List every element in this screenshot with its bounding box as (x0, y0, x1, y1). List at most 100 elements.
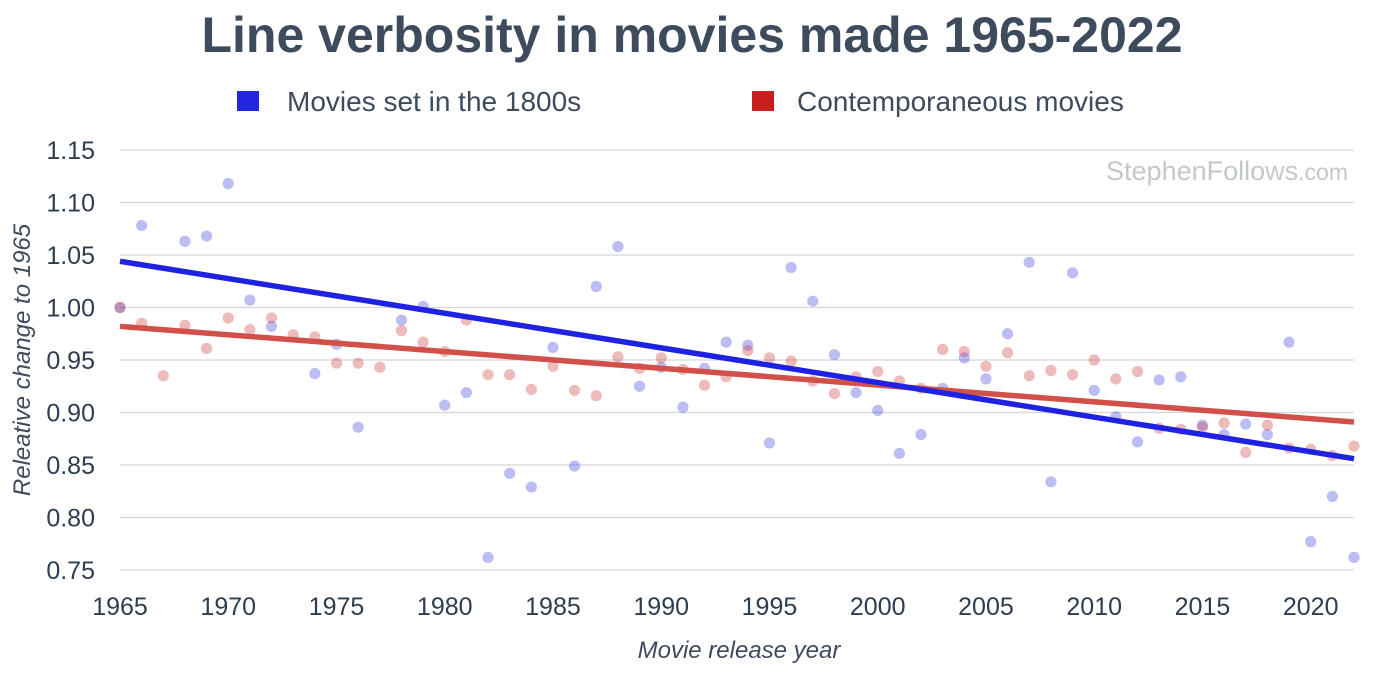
point-1800s (1348, 551, 1360, 564)
point-1800s (460, 386, 472, 399)
x-axis-label: Movie release year (638, 637, 842, 664)
point-1800s (569, 460, 581, 472)
point-contemporaneous (222, 312, 234, 324)
point-1800s (525, 481, 537, 493)
legend: Movies set in the 1800s Contemporaneous … (237, 86, 1124, 117)
point-1800s (807, 295, 819, 307)
point-1800s (1196, 419, 1209, 431)
x-tick-label: 1975 (309, 593, 365, 621)
point-1800s (547, 341, 559, 353)
point-contemporaneous (1131, 365, 1144, 378)
point-1800s (1261, 428, 1274, 441)
x-tick-label: 2015 (1175, 593, 1231, 621)
point-1800s (352, 421, 364, 433)
point-contemporaneous (1066, 369, 1079, 381)
y-axis-ticks: 0.75 0.80 0.85 0.90 0.95 1.00 1.05 1.10 1.15 (46, 137, 95, 585)
point-1800s (1283, 336, 1295, 348)
point-1800s (742, 339, 754, 351)
point-contemporaneous (828, 388, 841, 400)
point-1800s (309, 368, 321, 380)
point-1800s (1023, 256, 1035, 268)
point-1800s (958, 352, 970, 364)
point-contemporaneous (417, 336, 429, 348)
point-contemporaneous (179, 319, 191, 331)
point-contemporaneous (1218, 417, 1230, 429)
point-1800s (222, 178, 234, 190)
point-contemporaneous (763, 352, 776, 364)
point-1800s (1131, 436, 1144, 448)
point-contemporaneous (547, 360, 559, 372)
x-tick-label: 2005 (958, 593, 1014, 621)
point-contemporaneous (1348, 440, 1360, 452)
point-1800s (114, 301, 126, 314)
point-contemporaneous (200, 342, 213, 355)
point-contemporaneous (525, 383, 537, 395)
chart-title: Line verbosity in movies made 1965-2022 (201, 7, 1182, 63)
x-tick-label: 2010 (1066, 593, 1122, 621)
point-1800s (633, 380, 646, 392)
point-1800s (785, 262, 797, 274)
point-contemporaneous (937, 343, 949, 356)
y-tick-label: 0.75 (46, 557, 95, 585)
point-contemporaneous (1023, 370, 1035, 382)
point-contemporaneous (1088, 354, 1100, 366)
point-contemporaneous (612, 351, 624, 363)
y-tick-label: 1.15 (46, 137, 95, 165)
point-1800s (872, 404, 884, 416)
y-tick-label: 0.85 (46, 452, 95, 480)
point-contemporaneous (374, 361, 386, 373)
point-contemporaneous (114, 301, 126, 314)
point-contemporaneous (1110, 373, 1122, 385)
point-contemporaneous (980, 360, 992, 372)
point-1800s (1045, 476, 1057, 488)
point-contemporaneous (655, 352, 667, 364)
point-1800s (136, 220, 148, 232)
point-contemporaneous (244, 323, 256, 336)
point-1800s (1175, 371, 1187, 383)
point-1800s (915, 428, 927, 441)
trendline-1800s (119, 258, 1355, 462)
point-contemporaneous (482, 369, 494, 381)
point-1800s (677, 401, 689, 413)
point-contemporaneous (330, 357, 343, 369)
watermark: StephenFollows.com (1106, 156, 1348, 186)
x-tick-label: 1985 (525, 593, 581, 621)
point-1800s (1002, 328, 1014, 340)
point-contemporaneous (157, 370, 169, 382)
point-contemporaneous (569, 384, 581, 397)
point-contemporaneous (1002, 347, 1014, 359)
x-tick-label: 1970 (200, 593, 256, 621)
point-contemporaneous (265, 312, 278, 324)
y-axis-label: Releative change to 1965 (9, 223, 36, 496)
point-1800s (179, 235, 191, 247)
legend-swatch-contemporaneous (752, 91, 774, 111)
point-1800s (590, 280, 602, 293)
legend-label-contemporaneous: Contemporaneous movies (797, 86, 1124, 117)
point-contemporaneous (395, 325, 408, 337)
point-contemporaneous (785, 355, 797, 367)
legend-swatch-1800s (237, 91, 259, 111)
point-1800s (763, 437, 776, 449)
point-1800s (1326, 490, 1338, 503)
x-tick-label: 1990 (633, 593, 689, 621)
trend-lines (119, 258, 1355, 462)
point-contemporaneous (872, 365, 884, 378)
point-1800s (850, 386, 862, 399)
point-contemporaneous (1261, 419, 1274, 431)
point-1800s (720, 336, 732, 348)
point-1800s (244, 294, 256, 306)
y-tick-label: 0.95 (46, 347, 95, 375)
point-1800s (893, 447, 905, 460)
point-1800s (828, 349, 841, 361)
point-contemporaneous (352, 357, 364, 369)
point-1800s (1240, 418, 1252, 430)
point-contemporaneous (1240, 446, 1252, 458)
y-tick-label: 1.00 (46, 295, 95, 323)
point-1800s (200, 230, 213, 242)
x-tick-label: 1995 (742, 593, 798, 621)
point-contemporaneous (698, 379, 711, 391)
y-tick-label: 1.10 (46, 190, 95, 218)
x-tick-label: 1980 (417, 593, 473, 621)
